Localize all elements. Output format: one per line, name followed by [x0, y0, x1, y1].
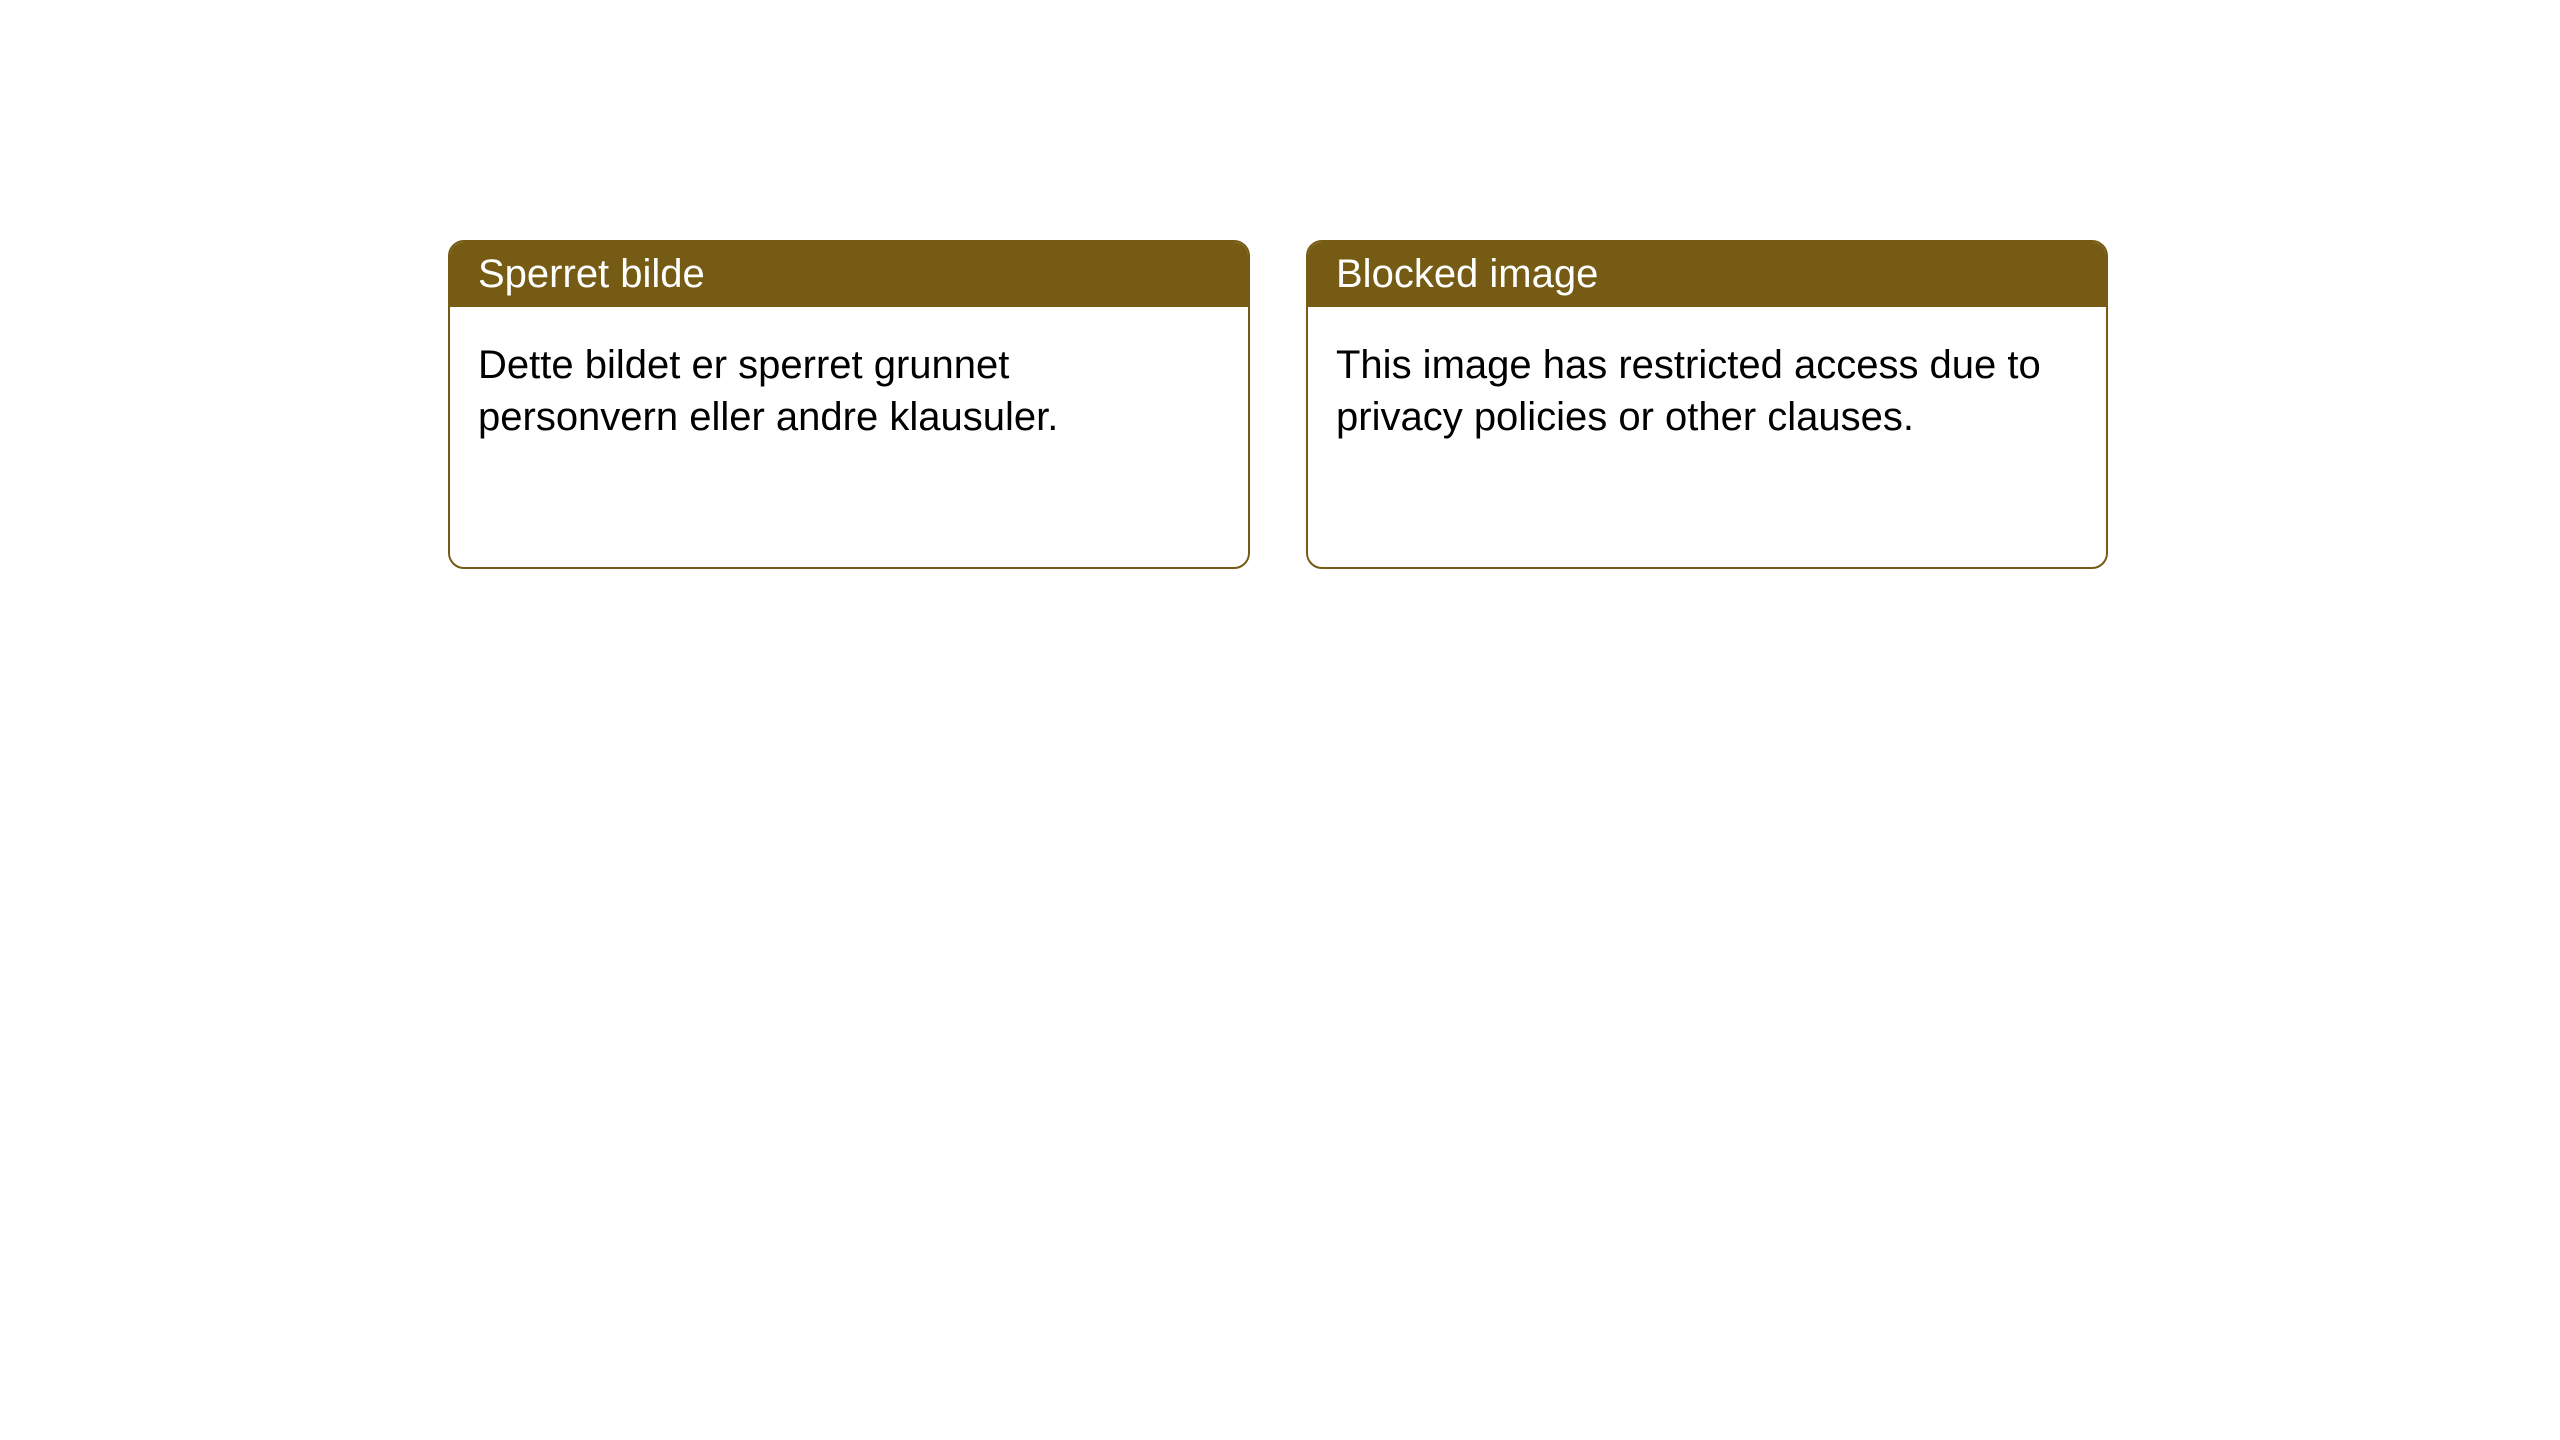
notice-card-english: Blocked image This image has restricted …: [1306, 240, 2108, 569]
notice-card-body: This image has restricted access due to …: [1308, 307, 2106, 567]
notice-card-norwegian: Sperret bilde Dette bildet er sperret gr…: [448, 240, 1250, 569]
notice-card-body: Dette bildet er sperret grunnet personve…: [450, 307, 1248, 567]
notice-card-header: Sperret bilde: [450, 242, 1248, 307]
notice-card-message: Dette bildet er sperret grunnet personve…: [478, 343, 1058, 439]
notice-card-title: Sperret bilde: [478, 252, 705, 296]
notice-cards-container: Sperret bilde Dette bildet er sperret gr…: [0, 0, 2560, 569]
notice-card-message: This image has restricted access due to …: [1336, 343, 2041, 439]
notice-card-title: Blocked image: [1336, 252, 1598, 296]
notice-card-header: Blocked image: [1308, 242, 2106, 307]
